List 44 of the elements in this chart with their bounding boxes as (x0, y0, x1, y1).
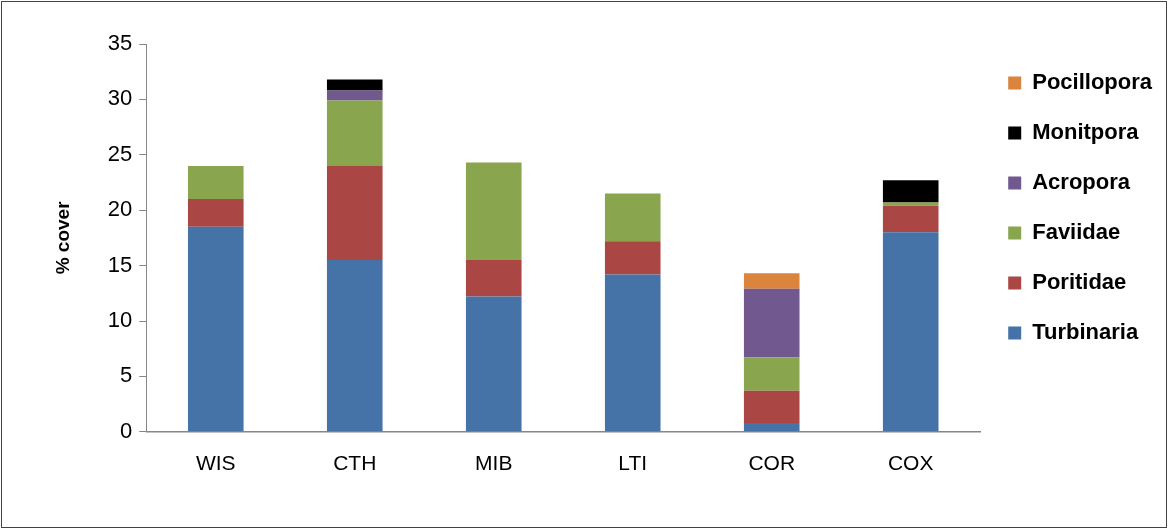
legend-label: Faviidae (1032, 219, 1121, 245)
bar (743, 288, 800, 358)
legend-label: Poritidae (1032, 269, 1127, 295)
y-tick-label: 10 (107, 307, 133, 333)
legend-label: Acropora (1032, 169, 1131, 195)
bar (465, 260, 522, 297)
y-tick-label: 20 (107, 196, 133, 222)
y-tick-label: 15 (107, 251, 133, 277)
bar (326, 79, 383, 91)
x-tick-label: COX (887, 451, 934, 475)
bar (743, 273, 800, 289)
bar (326, 90, 383, 101)
bar (187, 199, 244, 227)
y-tick-label: 5 (120, 362, 133, 388)
y-tick-label: 30 (107, 85, 133, 111)
bar (326, 100, 383, 166)
bar (326, 165, 383, 261)
bar (604, 193, 661, 242)
bar (187, 165, 244, 200)
y-tick-label: 0 (120, 417, 133, 443)
bar (604, 274, 661, 432)
bar (743, 357, 800, 391)
bar (604, 241, 661, 275)
bar (187, 226, 244, 432)
y-tick-label: 25 (107, 140, 133, 166)
bar (743, 390, 800, 423)
bar (743, 422, 800, 432)
bar (465, 296, 522, 432)
bar (882, 205, 939, 233)
bar (326, 260, 383, 432)
bar (882, 202, 939, 206)
x-tick-label: LTI (618, 451, 648, 475)
x-tick-label: COR (748, 451, 796, 475)
y-axis-title: % cover (51, 200, 73, 275)
legend-label: Turbinaria (1032, 319, 1139, 345)
legend-label: Monitpora (1032, 119, 1140, 145)
x-tick-label: CTH (333, 451, 377, 475)
y-tick-label: 35 (107, 30, 133, 56)
bar (882, 180, 939, 203)
legend-label: Pocillopora (1032, 69, 1153, 95)
x-tick-label: MIB (475, 451, 513, 475)
x-tick-label: WIS (195, 451, 236, 475)
bar (882, 232, 939, 432)
bar (465, 162, 522, 261)
